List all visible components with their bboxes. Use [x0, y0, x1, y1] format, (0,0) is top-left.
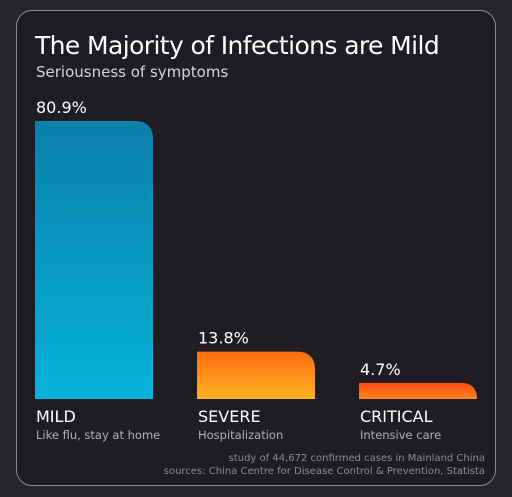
bar-chart: 80.9% MILD Like flu, stay at home 13.8% SEVE… — [35, 98, 477, 442]
value-label-mild: 80.9% — [36, 98, 87, 117]
chart-card: The Majority of Infections are Mild Seri… — [16, 10, 496, 486]
category-description-severe: Hospitalization — [198, 428, 283, 442]
category-description-mild: Like flu, stay at home — [36, 428, 160, 442]
bar-mild — [35, 121, 153, 399]
footnote-sources: sources: China Centre for Disease Contro… — [163, 466, 485, 477]
value-label-critical: 4.7% — [360, 360, 401, 379]
value-label-severe: 13.8% — [198, 329, 249, 348]
category-label-critical: CRITICAL — [360, 407, 433, 426]
bar-critical — [359, 382, 477, 399]
bar-severe — [197, 351, 315, 399]
category-label-mild: MILD — [36, 407, 76, 426]
category-description-critical: Intensive care — [360, 428, 441, 442]
footnote-study: study of 44,672 confirmed cases in Mainl… — [228, 453, 485, 464]
chart-title: The Majority of Infections are Mild — [35, 31, 440, 60]
chart-subtitle: Seriousness of symptoms — [36, 63, 229, 81]
category-label-severe: SEVERE — [198, 407, 261, 426]
